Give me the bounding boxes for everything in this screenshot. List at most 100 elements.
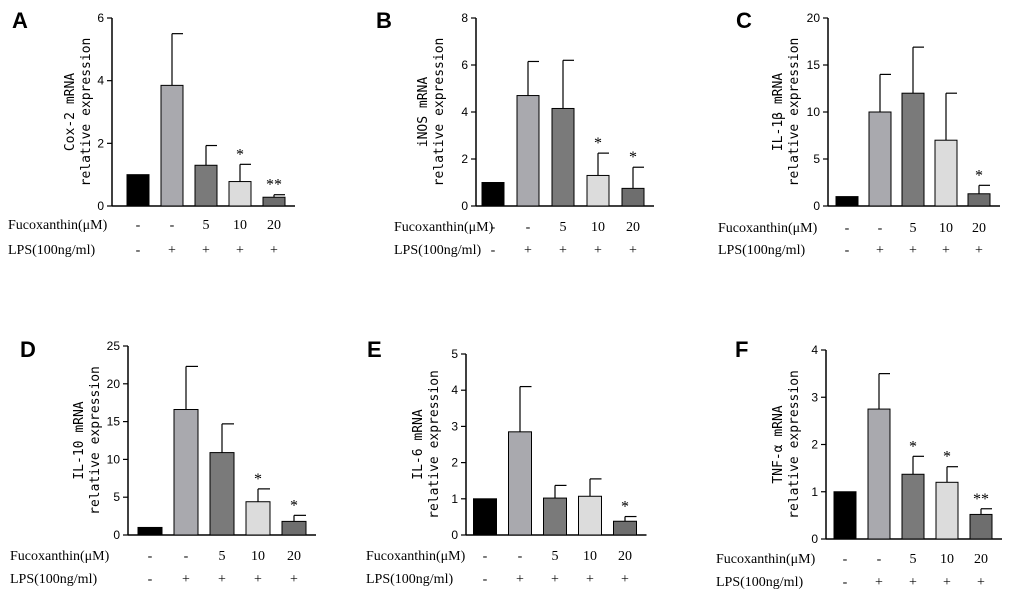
lps-treatment: +	[168, 243, 176, 258]
y-tick-label: 15	[807, 58, 821, 72]
lps-treatment: +	[182, 572, 190, 587]
fucoxanthin-dose: -	[184, 549, 189, 564]
y-tick-label: 20	[807, 11, 821, 25]
y-tick-label: 2	[461, 152, 468, 166]
fucoxanthin-dose: 20	[972, 221, 986, 236]
fucoxanthin-dose: 10	[583, 549, 597, 564]
lps-row-label: LPS(100ng/ml)	[394, 243, 481, 258]
significance-marker: *	[909, 438, 917, 455]
y-tick-label: 8	[461, 11, 468, 25]
fucoxanthin-dose: 20	[974, 552, 988, 567]
bar	[867, 408, 891, 540]
significance-marker: *	[254, 471, 262, 488]
panel-letter: E	[367, 337, 382, 362]
fucoxanthin-dose: -	[843, 552, 848, 567]
bar	[137, 526, 163, 536]
lps-treatment: +	[975, 243, 983, 258]
lps-treatment: +	[629, 243, 637, 258]
y-tick-label: 1	[811, 485, 818, 499]
bar	[621, 187, 645, 207]
bar	[578, 495, 602, 536]
y-axis-label-secondary: relative expression	[787, 38, 802, 187]
lps-treatment: -	[845, 243, 850, 258]
lps-treatment: +	[254, 572, 262, 587]
fucoxanthin-dose: 5	[560, 220, 567, 235]
panel-letter: B	[376, 8, 392, 33]
fucoxanthin-dose: 5	[219, 549, 226, 564]
y-axis-label-secondary: relative expression	[88, 366, 103, 515]
y-axis-label-secondary: relative expression	[432, 38, 447, 187]
fucoxanthin-row-label: Fucoxanthin(μM)	[718, 221, 818, 236]
lps-treatment: -	[136, 243, 141, 258]
bar	[835, 196, 859, 207]
y-tick-label: 6	[461, 58, 468, 72]
fucoxanthin-dose: 20	[267, 218, 281, 233]
lps-treatment: +	[594, 243, 602, 258]
fucoxanthin-dose: 10	[233, 218, 247, 233]
lps-row-label: LPS(100ng/ml)	[10, 572, 97, 587]
lps-treatment: +	[524, 243, 532, 258]
bar	[868, 111, 892, 207]
fucoxanthin-dose: -	[878, 221, 883, 236]
y-tick-label: 6	[97, 11, 104, 25]
bar	[262, 196, 286, 207]
fucoxanthin-row-label: Fucoxanthin(μM)	[716, 552, 816, 567]
y-axis-label: TNF-α mRNA	[771, 405, 786, 483]
panel-c: C IL-1β mRNA relative expression 0 5 10 15 20 * F…	[718, 8, 1000, 258]
bar	[901, 473, 925, 540]
bar	[473, 498, 497, 536]
fucoxanthin-dose: 5	[910, 221, 917, 236]
y-tick-label: 20	[107, 377, 121, 391]
y-tick-label: 0	[113, 528, 120, 542]
lps-treatment: +	[559, 243, 567, 258]
y-tick-label: 0	[97, 199, 104, 213]
bar	[833, 491, 857, 540]
y-tick-label: 0	[811, 532, 818, 546]
fucoxanthin-dose: -	[845, 221, 850, 236]
bar	[160, 84, 184, 207]
bar	[613, 520, 637, 536]
fucoxanthin-dose: 10	[591, 220, 605, 235]
fucoxanthin-dose: 10	[939, 221, 953, 236]
panel-d: D IL-10 mRNA relative expression 0 5 10 15 20 25…	[10, 337, 316, 587]
significance-marker: **	[973, 491, 989, 508]
lps-treatment: +	[942, 243, 950, 258]
significance-marker: *	[621, 499, 629, 516]
fucoxanthin-dose: -	[491, 220, 496, 235]
fucoxanthin-dose: -	[518, 549, 523, 564]
y-axis-label: Cox-2 mRNA	[63, 73, 78, 151]
significance-marker: **	[266, 177, 282, 194]
bar	[228, 181, 252, 207]
fucoxanthin-dose: 10	[251, 549, 265, 564]
fucoxanthin-dose: -	[526, 220, 531, 235]
y-axis-label: IL-6 mRNA	[411, 409, 426, 480]
y-axis-label-secondary: relative expression	[787, 370, 802, 519]
lps-treatment: +	[218, 572, 226, 587]
fucoxanthin-dose: -	[148, 549, 153, 564]
significance-marker: *	[290, 497, 298, 514]
panel-e: E IL-6 mRNA relative expression 0 1 2 3 4 5 * Fuco…	[366, 337, 647, 587]
lps-treatment: +	[875, 575, 883, 590]
y-tick-label: 4	[451, 383, 458, 397]
y-tick-label: 15	[107, 415, 121, 429]
lps-treatment: -	[491, 243, 496, 258]
bar	[126, 174, 150, 207]
y-tick-label: 0	[451, 528, 458, 542]
y-axis-label-secondary: relative expression	[79, 38, 94, 187]
y-tick-label: 3	[811, 390, 818, 404]
bar	[934, 139, 958, 207]
fucoxanthin-dose: -	[877, 552, 882, 567]
y-axis-label: IL-10 mRNA	[72, 401, 87, 479]
fucoxanthin-row-label: Fucoxanthin(μM)	[10, 549, 110, 564]
panel-letter: C	[736, 8, 752, 33]
lps-treatment: +	[943, 575, 951, 590]
bar	[194, 164, 218, 207]
panel-letter: D	[20, 337, 36, 362]
lps-treatment: +	[586, 572, 594, 587]
lps-row-label: LPS(100ng/ml)	[716, 575, 803, 590]
significance-marker: *	[975, 167, 983, 184]
significance-marker: *	[594, 135, 602, 152]
lps-treatment: +	[551, 572, 559, 587]
fucoxanthin-dose: 20	[287, 549, 301, 564]
